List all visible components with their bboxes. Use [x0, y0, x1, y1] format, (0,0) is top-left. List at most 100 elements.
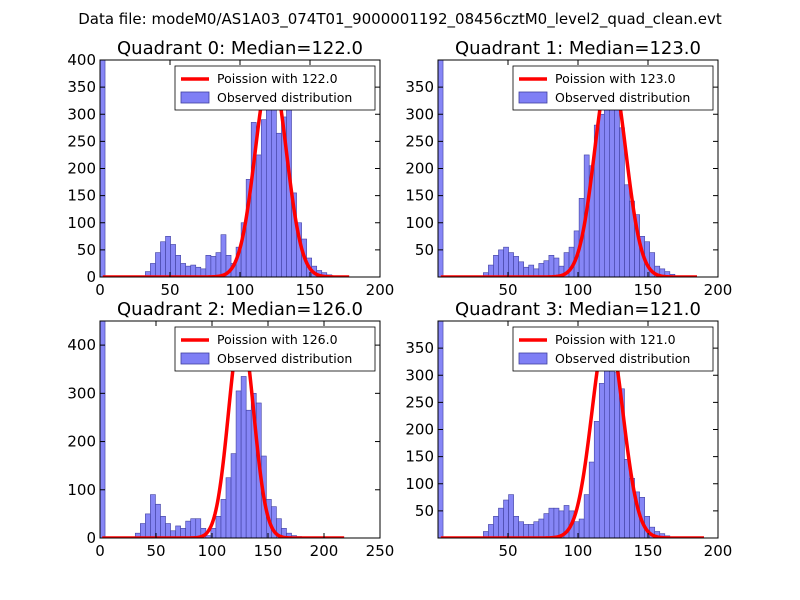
- histogram-bar: [488, 524, 494, 538]
- histogram-bar: [260, 119, 267, 277]
- y-tick-label: 100: [405, 475, 434, 493]
- x-tick-label: 250: [366, 542, 395, 560]
- legend-bar-swatch: [180, 91, 210, 104]
- histogram-bar: [543, 260, 550, 277]
- x-tick-label: 150: [254, 542, 283, 560]
- histogram-bar: [548, 507, 555, 538]
- histogram-bar: [170, 244, 176, 277]
- x-tick-label: 100: [564, 542, 593, 560]
- histogram-bar: [619, 127, 625, 277]
- x-tick-label: 150: [296, 281, 325, 299]
- histogram-bar: [255, 154, 262, 277]
- histogram-bar: [528, 524, 535, 538]
- legend: Poission with 121.0 Observed distribution: [512, 326, 714, 372]
- histogram-bar: [240, 376, 247, 538]
- histogram-bar: [513, 256, 519, 277]
- y-tick-label: 150: [405, 448, 434, 466]
- y-tick-label: 350: [67, 78, 96, 96]
- histogram-bar: [235, 390, 242, 538]
- histogram-bar: [609, 92, 615, 277]
- y-tick-label: 200: [67, 160, 96, 178]
- histogram-bar: [553, 257, 560, 277]
- x-tick-label: 200: [310, 542, 339, 560]
- histogram-bar: [180, 263, 186, 277]
- histogram-bar: [210, 256, 217, 277]
- poisson-curve: [439, 327, 705, 538]
- y-tick-label: 50: [77, 241, 96, 259]
- histogram-bar: [225, 477, 232, 538]
- histogram-bar: [493, 515, 499, 538]
- y-tick-label: 250: [67, 132, 96, 150]
- x-tick-label: 150: [634, 281, 663, 299]
- subplot-quadrant-1: 50 100 150 200 50 100 150 200 250 300 350 Quadrant …: [405, 38, 732, 299]
- histogram-bar: [624, 459, 630, 538]
- subplot-quadrant-2: 0 50 100 150 200 250 0 100 200 300 400 Quadrant 2: …: [67, 299, 394, 560]
- subplot-grid: 0 50 100 150 200 0 50 100 150 200 250 300 350 400 Quad…: [67, 38, 732, 560]
- histogram-bar: [220, 499, 227, 538]
- histogram-bar: [604, 103, 610, 277]
- legend-bar-swatch: [518, 91, 548, 104]
- legend-histogram-label: Observed distribution: [555, 351, 690, 366]
- y-tick-label: 100: [67, 481, 96, 499]
- histogram-bar: [578, 518, 585, 538]
- histogram-bar: [160, 241, 166, 277]
- histogram-bar: [160, 515, 166, 538]
- y-tick-label: 300: [405, 105, 434, 123]
- histogram-bar: [215, 252, 222, 277]
- subplot-quadrant-0: 0 50 100 150 200 0 50 100 150 200 250 300 350 400 Quad…: [67, 38, 394, 299]
- x-tick-label: 50: [146, 542, 165, 560]
- histogram-bar: [508, 494, 514, 538]
- histogram-bar: [175, 525, 181, 538]
- histogram-bar: [215, 515, 222, 538]
- histogram-bar: [548, 255, 555, 277]
- histogram-bar: [488, 264, 494, 277]
- axes-frame: [99, 320, 381, 539]
- x-tick-label: 200: [704, 281, 733, 299]
- histogram-bar: [513, 515, 519, 538]
- histogram-bar: [518, 521, 524, 538]
- histogram-bar: [593, 421, 600, 538]
- histogram-bar: [190, 264, 197, 277]
- histogram-bar: [155, 252, 161, 277]
- legend: Poission with 126.0 Observed distribution: [174, 326, 376, 372]
- histogram-bar: [190, 518, 197, 538]
- y-tick-label: 350: [405, 78, 434, 96]
- histogram-bar: [271, 108, 277, 277]
- y-tick-label: 50: [415, 502, 434, 520]
- y-tick-label: 400: [67, 336, 96, 354]
- subplot-title: Quadrant 2: Median=126.0: [117, 299, 363, 320]
- histogram-bar: [155, 503, 161, 538]
- x-tick-label: 200: [704, 542, 733, 560]
- histogram-bar: [185, 520, 192, 538]
- histogram-bar: [588, 461, 595, 538]
- histogram-bar: [195, 518, 202, 538]
- x-tick-label: 0: [95, 281, 105, 299]
- figure-suptitle: Data file: modeM0/AS1A03_074T01_90000011…: [78, 10, 722, 29]
- x-tick-label: 50: [160, 281, 179, 299]
- x-tick-label: 50: [498, 542, 517, 560]
- x-tick-label: 150: [634, 542, 663, 560]
- histogram-bar: [498, 507, 504, 538]
- y-tick-label: 250: [405, 132, 434, 150]
- histogram-bar: [165, 523, 171, 538]
- poisson-curve: [439, 66, 698, 277]
- legend-curve-label: Poission with 123.0: [555, 71, 676, 86]
- histogram-bar: [205, 255, 212, 277]
- histogram-bar: [266, 105, 272, 277]
- histogram-bar: [538, 518, 545, 538]
- legend-bar-swatch: [518, 352, 548, 365]
- y-tick-label: 300: [67, 384, 96, 402]
- y-tick-label: 300: [405, 366, 434, 384]
- histogram-bar: [598, 383, 605, 538]
- x-tick-label: 50: [498, 281, 517, 299]
- histogram-bar: [538, 263, 545, 277]
- histogram-bar: [533, 521, 540, 538]
- x-tick-label: 100: [198, 542, 227, 560]
- histogram-bar: [150, 494, 156, 538]
- legend-histogram-label: Observed distribution: [217, 351, 352, 366]
- histogram-bar: [604, 355, 610, 538]
- subplot-title: Quadrant 0: Median=122.0: [117, 38, 363, 59]
- legend-histogram-label: Observed distribution: [217, 90, 352, 105]
- histogram-bar: [140, 523, 146, 538]
